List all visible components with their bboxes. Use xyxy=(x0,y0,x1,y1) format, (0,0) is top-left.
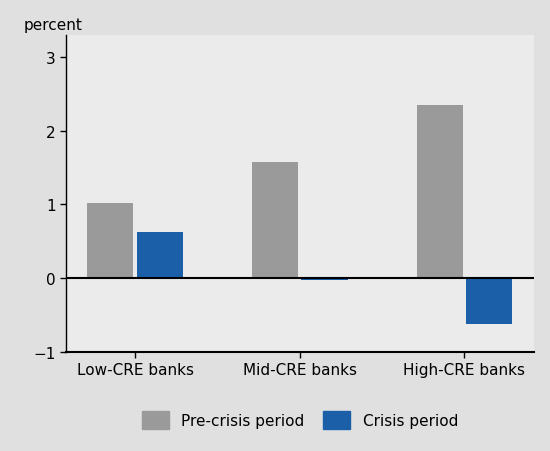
Text: percent: percent xyxy=(24,18,83,33)
Bar xyxy=(87,203,133,278)
Bar xyxy=(466,278,512,324)
Bar xyxy=(417,106,463,278)
Bar xyxy=(252,163,298,278)
Bar xyxy=(301,278,348,281)
Legend: Pre-crisis period, Crisis period: Pre-crisis period, Crisis period xyxy=(134,404,466,437)
Bar xyxy=(136,233,183,278)
